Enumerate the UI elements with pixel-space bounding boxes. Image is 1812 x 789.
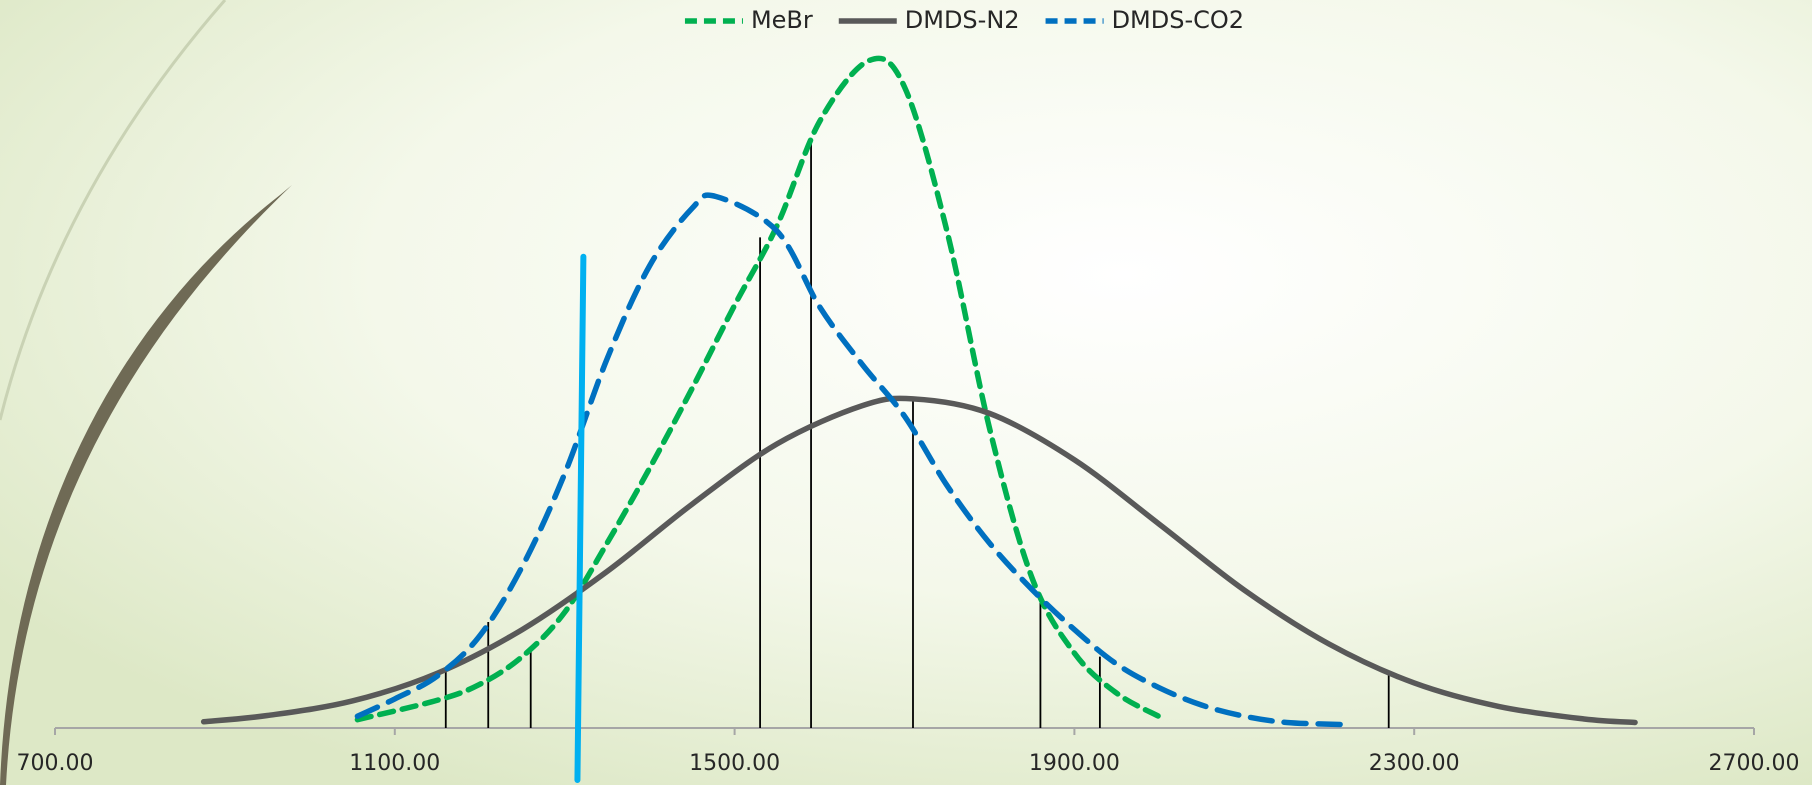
decor-curve <box>0 0 227 421</box>
x-tick-label: 2300.00 <box>1369 751 1460 776</box>
x-tick-label: 1900.00 <box>1029 751 1120 776</box>
x-tick-label: 1500.00 <box>689 751 780 776</box>
legend-label: MeBr <box>751 6 813 34</box>
series-line <box>354 55 1162 723</box>
x-tick-label: 700.00 <box>17 751 94 776</box>
legend: MeBr DMDS-N2 DMDS-CO2 <box>684 6 1244 34</box>
x-tick-label: 2700.00 <box>1709 751 1800 776</box>
plot-area: 700.00 1100.00 1500.00 1900.00 2300.00 2700.0… <box>17 6 1800 783</box>
series-line <box>354 192 1346 728</box>
legend-label: DMDS-N2 <box>905 6 1020 34</box>
x-tick-label: 1100.00 <box>349 751 440 776</box>
marker-line <box>574 253 587 783</box>
legend-label: DMDS-CO2 <box>1112 6 1244 34</box>
